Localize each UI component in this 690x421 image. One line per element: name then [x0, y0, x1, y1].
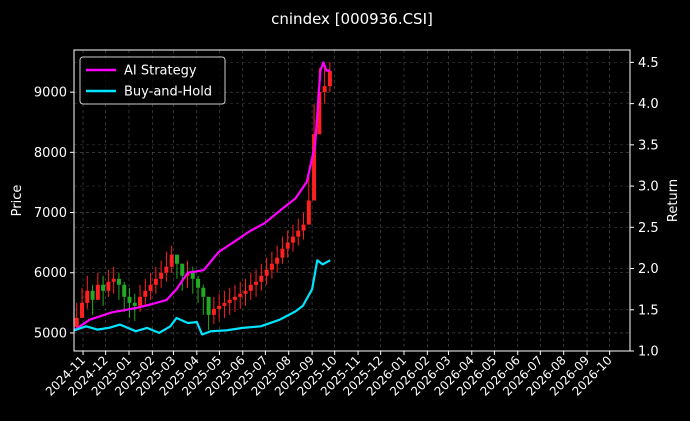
- legend-box: [79, 56, 226, 105]
- y2-axis-label: Return: [666, 179, 681, 222]
- candle-body: [327, 71, 332, 87]
- candle-body: [296, 230, 301, 237]
- candle-body: [290, 236, 295, 243]
- y2-tick-label: 2.0: [638, 262, 659, 277]
- legend-label-buy-and-hold: Buy-and-Hold: [124, 85, 212, 100]
- y2-tick-label: 2.5: [638, 221, 659, 236]
- candle-body: [232, 296, 237, 300]
- chart-title: cnindex [000936.CSI]: [271, 10, 433, 28]
- y-tick-label: 7000: [34, 206, 67, 221]
- y2-tick-label: 3.5: [638, 138, 659, 153]
- candle-body: [174, 254, 179, 264]
- candle-body: [101, 284, 106, 291]
- legend: AI Strategy Buy-and-Hold: [79, 56, 226, 105]
- plot-frame: [73, 49, 631, 352]
- candle-body: [243, 290, 248, 294]
- y-tick-label: 8000: [34, 146, 67, 161]
- candle-body: [222, 302, 227, 306]
- y-axis-label: Price: [10, 185, 25, 217]
- candle-body: [85, 290, 90, 303]
- y-tick-label: 5000: [34, 326, 67, 341]
- candle-body: [132, 302, 137, 306]
- y-axis-right: 1.0 1.5 2.0 2.5 3.0 3.5 4.0 4.5: [630, 56, 659, 360]
- candle-body: [254, 281, 259, 285]
- candle-body: [95, 284, 100, 300]
- y-tick-label: 9000: [34, 86, 67, 101]
- legend-label-ai-strategy: AI Strategy: [124, 64, 197, 79]
- y2-tick-label: 3.0: [638, 180, 659, 195]
- y-tick-label: 6000: [34, 266, 67, 281]
- y2-tick-label: 1.0: [638, 345, 659, 360]
- candle-body: [201, 287, 206, 297]
- candle-body: [275, 257, 280, 264]
- candlestick-series: [74, 62, 332, 330]
- candle-body: [190, 272, 195, 279]
- candle-body: [211, 308, 216, 315]
- candle-body: [248, 284, 253, 291]
- candle-body: [280, 248, 285, 258]
- candle-body: [153, 278, 158, 285]
- candle-body: [317, 92, 322, 135]
- y2-tick-label: 1.5: [638, 303, 659, 318]
- candle-body: [217, 305, 222, 309]
- candle-body: [206, 296, 211, 315]
- candle-body: [264, 269, 269, 276]
- candle-body: [138, 296, 143, 306]
- candle-body: [90, 290, 95, 300]
- candle-body: [227, 299, 232, 303]
- candle-body: [106, 281, 111, 291]
- candle-body: [238, 293, 243, 297]
- series-line-buy-and-hold: [73, 259, 331, 336]
- candle-body: [306, 200, 311, 225]
- candle-body: [164, 266, 169, 273]
- candle-body: [285, 242, 290, 249]
- candle-body: [74, 317, 79, 327]
- candle-body: [312, 134, 317, 201]
- candle-body: [122, 284, 127, 297]
- candle-body: [322, 86, 327, 93]
- return-series: [73, 61, 331, 336]
- candle-body: [80, 302, 85, 318]
- candle-body: [269, 263, 274, 270]
- candle-body: [196, 278, 201, 288]
- candle-body: [111, 278, 116, 282]
- y2-tick-label: 4.0: [638, 97, 659, 112]
- y-axis-left: 5000 6000 7000 8000 9000: [34, 86, 74, 341]
- candle-body: [143, 290, 148, 297]
- series-line-ai-strategy: [73, 61, 331, 332]
- candle-body: [159, 272, 164, 279]
- candle-body: [180, 263, 185, 276]
- candle-body: [116, 278, 121, 285]
- y2-tick-label: 4.5: [638, 56, 659, 71]
- candle-body: [169, 254, 174, 267]
- candle-body: [259, 275, 264, 282]
- candle-body: [148, 284, 153, 291]
- candle-body: [301, 224, 306, 231]
- candle-body: [127, 296, 132, 303]
